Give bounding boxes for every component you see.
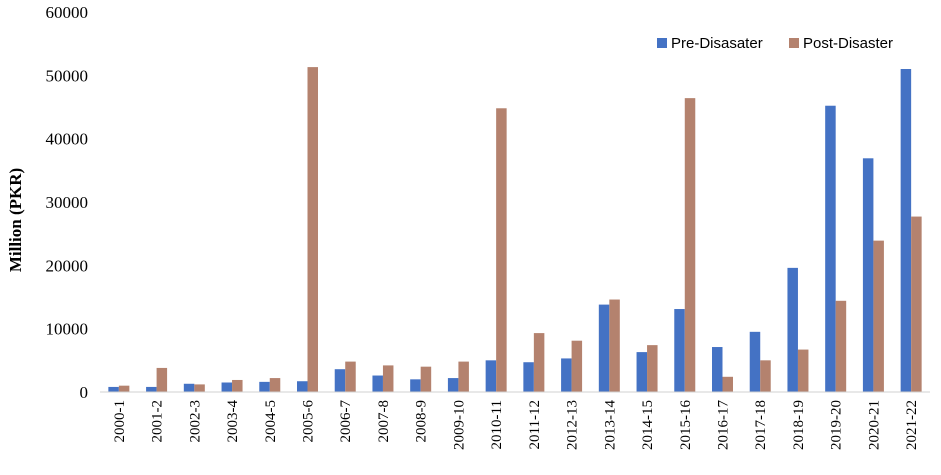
bar-post-disaster — [307, 67, 318, 392]
bar-post-disaster — [571, 340, 583, 392]
y-tick-label: 0 — [80, 383, 89, 402]
y-tick-label: 50000 — [46, 66, 89, 85]
bar-post-disaster — [269, 378, 281, 392]
legend-swatch-post-disaster — [789, 38, 799, 48]
x-tick-label: 2002-3 — [187, 400, 203, 443]
x-tick-label: 2001-2 — [150, 400, 166, 443]
x-tick-label: 2020-21 — [866, 400, 882, 450]
bar-post-disaster — [609, 299, 620, 392]
x-tick-label: 2015-16 — [678, 400, 694, 450]
bar-pre-disaster — [712, 347, 723, 392]
x-tick-label: 2004-5 — [263, 400, 279, 443]
x-tick-label: 2006-7 — [338, 400, 354, 443]
bar-pre-disaster — [259, 381, 270, 392]
bar-pre-disaster — [825, 105, 836, 392]
y-tick-label: 30000 — [46, 193, 89, 212]
x-tick-label: 2005-6 — [301, 400, 317, 443]
x-tick-label: 2012-13 — [565, 400, 581, 450]
bar-pre-disaster — [749, 331, 761, 392]
x-tick-label: 2000-1 — [112, 400, 128, 443]
y-axis-title: Million (PKR) — [6, 168, 25, 272]
bar-pre-disaster — [183, 383, 195, 392]
bar-post-disaster — [232, 379, 243, 392]
bar-post-disaster — [156, 367, 168, 392]
x-tick-label: 2017-18 — [753, 400, 769, 450]
y-tick-label: 10000 — [46, 320, 89, 339]
bar-post-disaster — [760, 360, 771, 392]
bar-post-disaster — [458, 361, 469, 392]
bar-post-disaster — [911, 216, 922, 392]
x-tick-label: 2021-22 — [904, 400, 920, 450]
x-tick-label: 2016-17 — [716, 400, 732, 450]
bar-pre-disaster — [447, 378, 459, 392]
x-tick-label: 2018-19 — [791, 400, 807, 450]
x-tick-label: 2009-10 — [451, 400, 467, 450]
bar-pre-disaster — [523, 362, 534, 392]
bar-pre-disaster — [108, 386, 119, 392]
x-tick-label: 2013-14 — [602, 400, 618, 450]
bar-pre-disaster — [221, 382, 233, 392]
bar-pre-disaster — [561, 358, 572, 392]
bar-post-disaster — [835, 300, 847, 392]
bar-pre-disaster — [787, 267, 798, 392]
bar-post-disaster — [496, 108, 507, 393]
bar-pre-disaster — [372, 375, 383, 392]
x-tick-label: 2008-9 — [414, 400, 430, 443]
bar-pre-disaster — [862, 158, 874, 392]
bar-pre-disaster — [485, 360, 497, 392]
bar-post-disaster — [118, 385, 130, 392]
y-tick-label: 20000 — [46, 256, 89, 275]
bar-post-disaster — [533, 333, 545, 392]
bar-pre-disaster — [146, 386, 157, 392]
bars-group — [108, 67, 922, 393]
bar-pre-disaster — [636, 352, 648, 392]
bar-pre-disaster — [598, 304, 610, 392]
x-tick-label: 2003-4 — [225, 400, 241, 443]
x-tick-label: 2010-11 — [489, 400, 505, 449]
y-tick-label: 60000 — [46, 3, 89, 22]
bar-post-disaster — [873, 240, 884, 392]
bar-post-disaster — [345, 361, 356, 392]
bar-post-disaster — [420, 366, 432, 392]
bar-post-disaster — [382, 365, 394, 392]
legend-label-pre-disaster: Pre-Disasater — [671, 35, 763, 52]
bar-post-disaster — [647, 345, 658, 392]
x-axis-ticks: 2000-1 2001-2 2002-3 2003-4 2004-5 2005-6 2006… — [112, 400, 920, 450]
x-tick-label: 2014-15 — [640, 400, 656, 450]
legend-label-post-disaster: Post-Disaster — [803, 35, 893, 52]
bar-pre-disaster — [674, 309, 685, 392]
bar-post-disaster — [684, 98, 696, 392]
y-tick-label: 40000 — [46, 130, 89, 149]
y-axis-ticks: 0 10000 20000 30000 40000 50000 60000 — [46, 3, 89, 402]
legend: Pre-Disasater Post-Disaster — [657, 35, 893, 52]
bar-post-disaster — [797, 349, 809, 392]
x-tick-label: 2007-8 — [376, 400, 392, 443]
legend-swatch-pre-disaster — [657, 38, 667, 48]
bar-pre-disaster — [410, 379, 421, 392]
bar-post-disaster — [194, 384, 205, 392]
bar-pre-disaster — [297, 381, 308, 392]
x-tick-label: 2019-20 — [829, 400, 845, 450]
bar-post-disaster — [722, 376, 733, 392]
x-tick-label: 2011-12 — [527, 400, 543, 449]
bar-pre-disaster — [334, 369, 346, 392]
bar-pre-disaster — [900, 69, 912, 392]
